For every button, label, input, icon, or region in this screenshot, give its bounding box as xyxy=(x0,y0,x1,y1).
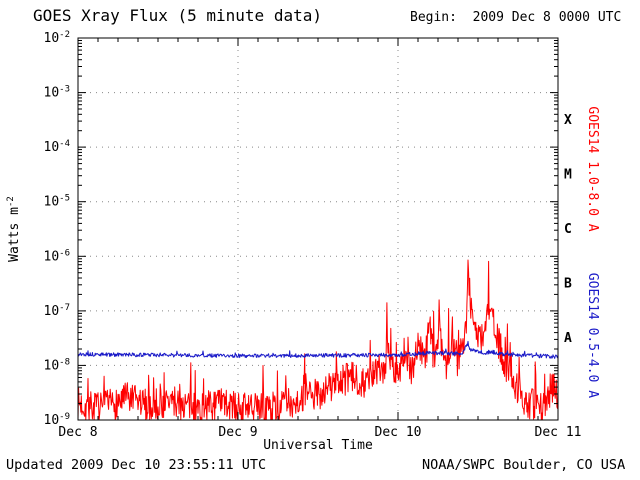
begin-label: Begin: 2009 Dec 8 0000 UTC xyxy=(410,10,622,25)
x-axis-label: Universal Time xyxy=(263,438,373,453)
y-tick-label: 10-6 xyxy=(44,248,71,264)
flare-class-label-X: X xyxy=(564,113,572,128)
source-label: NOAA/SWPC Boulder, CO USA xyxy=(422,457,626,473)
y-tick-label: 10-5 xyxy=(44,194,71,210)
chart-title: GOES Xray Flux (5 minute data) xyxy=(33,6,322,25)
x-tick-label: Dec 8 xyxy=(58,425,97,440)
flare-class-label-B: B xyxy=(564,277,572,292)
right-axis-label-long: GOES14 1.0-8.0 A xyxy=(585,106,600,231)
series-long-channel xyxy=(77,259,559,421)
y-tick-label: 10-8 xyxy=(44,357,71,373)
x-tick-label: Dec 9 xyxy=(218,425,257,440)
y-tick-label: 10-3 xyxy=(44,85,71,101)
y-tick-label: 10-7 xyxy=(44,303,71,319)
x-tick-label: Dec 11 xyxy=(535,425,582,440)
y-tick-label: 10-2 xyxy=(44,30,71,46)
y-tick-label: 10-9 xyxy=(44,412,71,428)
y-axis-label: Watts m-2 xyxy=(6,196,22,262)
flare-class-label-M: M xyxy=(564,167,572,182)
updated-label: Updated 2009 Dec 10 23:55:11 UTC xyxy=(6,457,267,473)
plot-border xyxy=(77,37,559,421)
gridlines xyxy=(78,38,558,420)
x-tick-label: Dec 10 xyxy=(375,425,422,440)
right-axis-label-short: GOES14 0.5-4.0 A xyxy=(585,273,600,398)
axis-ticks xyxy=(77,37,559,421)
series-short-channel xyxy=(77,340,559,359)
flare-class-label-A: A xyxy=(564,331,572,346)
flare-class-label-C: C xyxy=(564,222,572,237)
y-tick-label: 10-4 xyxy=(44,139,71,155)
